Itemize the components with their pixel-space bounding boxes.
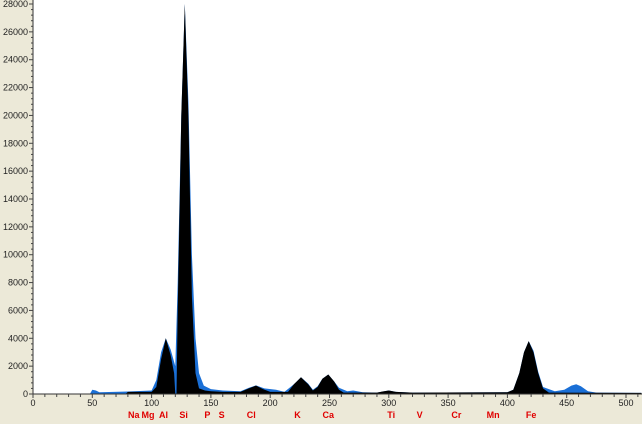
x-tick-label: 150: [203, 398, 218, 408]
element-label-p: P: [204, 410, 210, 420]
x-tick-label: 200: [263, 398, 278, 408]
element-label-v: V: [417, 410, 423, 420]
x-tick-label: 250: [322, 398, 337, 408]
series-fit-area: [33, 4, 642, 394]
x-tick-label: 300: [381, 398, 396, 408]
y-tick-label: 12000: [3, 222, 28, 232]
element-label-cl: Cl: [247, 410, 256, 420]
y-tick-label: 20000: [3, 110, 28, 120]
element-label-ca: Ca: [323, 410, 335, 420]
x-tick-label: 450: [559, 398, 574, 408]
x-tick-label: 100: [144, 398, 159, 408]
element-label-fe: Fe: [526, 410, 537, 420]
x-tick-label: 50: [87, 398, 97, 408]
y-tick-label: 16000: [3, 166, 28, 176]
y-tick-label: 18000: [3, 138, 28, 148]
y-tick-label: 28000: [3, 0, 28, 9]
x-tick-label: 500: [618, 398, 633, 408]
x-tick-label: 350: [441, 398, 456, 408]
y-tick-label: 8000: [8, 278, 28, 288]
y-tick-label: 4000: [8, 333, 28, 343]
plot-area: [33, 0, 642, 394]
y-tick-label: 0: [23, 389, 28, 399]
y-tick-label: 2000: [8, 361, 28, 371]
element-label-s: S: [219, 410, 225, 420]
y-tick-label: 6000: [8, 305, 28, 315]
element-label-na: Na: [128, 410, 140, 420]
x-tick-label: 0: [30, 398, 35, 408]
y-tick-label: 14000: [3, 194, 28, 204]
y-tick-label: 24000: [3, 55, 28, 65]
element-label-k: K: [294, 410, 301, 420]
element-label-ti: Ti: [387, 410, 395, 420]
element-label-si: Si: [179, 410, 188, 420]
element-label-mg: Mg: [142, 410, 155, 420]
x-tick-label: 400: [500, 398, 515, 408]
element-label-cr: Cr: [451, 410, 461, 420]
y-tick-label: 22000: [3, 83, 28, 93]
y-tick-label: 10000: [3, 250, 28, 260]
y-tick-label: 26000: [3, 27, 28, 37]
element-label-mn: Mn: [487, 410, 500, 420]
element-label-al: Al: [159, 410, 168, 420]
